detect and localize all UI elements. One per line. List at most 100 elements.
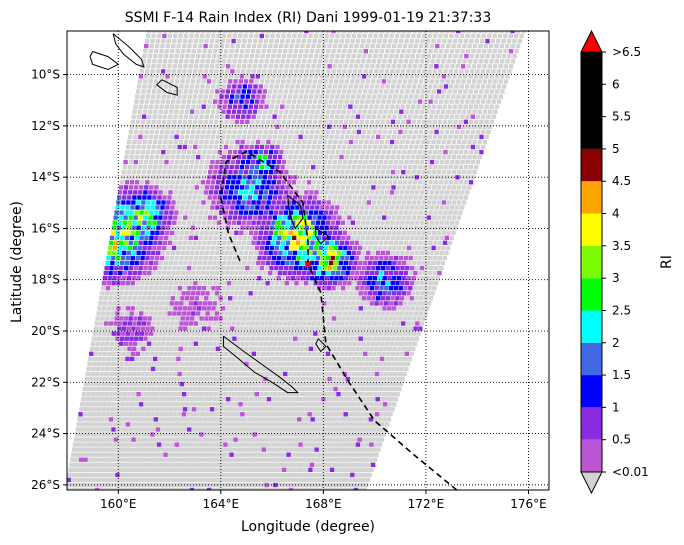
rain-pixel (265, 205, 270, 210)
rain-pixel (200, 311, 205, 316)
rain-pixel (349, 336, 354, 341)
rain-pixel (167, 311, 172, 316)
rain-pixel (358, 124, 363, 129)
rain-pixel (345, 134, 350, 140)
rain-pixel (383, 54, 389, 59)
rain-pixel (363, 104, 369, 109)
rain-pixel (297, 195, 303, 200)
rain-pixel (430, 291, 435, 296)
rain-pixel (142, 361, 148, 367)
rain-pixel (197, 49, 202, 54)
rain-pixel (460, 49, 465, 54)
rain-pixel (446, 124, 451, 129)
rain-pixel (137, 165, 143, 170)
rain-pixel (134, 260, 139, 266)
rain-pixel (217, 175, 222, 180)
rain-pixel (167, 170, 172, 175)
rain-pixel (145, 346, 151, 351)
rain-pixel (437, 104, 442, 109)
rain-pixel (129, 311, 134, 316)
rain-pixel (434, 114, 439, 119)
rain-pixel (227, 195, 232, 200)
rain-pixel (153, 356, 158, 362)
rain-pixel (251, 94, 256, 99)
rain-pixel (307, 59, 312, 64)
rain-pixel (385, 265, 391, 271)
rain-pixel (360, 331, 365, 336)
rain-pixel (141, 301, 146, 306)
rain-pixel (302, 99, 307, 104)
rain-pixel (261, 240, 266, 245)
rain-pixel (119, 316, 124, 321)
rain-pixel (240, 341, 245, 346)
rain-pixel (347, 89, 352, 94)
rain-pixel (202, 170, 208, 175)
rain-pixel (388, 159, 394, 165)
rain-pixel (298, 134, 303, 140)
rain-pixel (92, 381, 98, 387)
rain-pixel (246, 200, 251, 205)
rain-pixel (269, 245, 275, 251)
rain-pixel (512, 54, 517, 59)
rain-pixel (169, 255, 174, 261)
rain-pixel (403, 144, 409, 150)
rain-pixel (373, 225, 379, 230)
rain-pixel (413, 240, 418, 245)
rain-pixel (339, 59, 344, 64)
rain-pixel (121, 250, 127, 256)
rain-pixel (322, 346, 328, 351)
rain-pixel (403, 195, 408, 200)
rain-pixel (287, 215, 292, 220)
rain-pixel (204, 185, 210, 190)
rain-pixel (366, 281, 371, 286)
rain-pixel (379, 286, 384, 291)
rain-pixel (423, 210, 428, 215)
rain-pixel (427, 33, 432, 39)
rain-pixel (120, 381, 125, 387)
rain-pixel (315, 276, 320, 281)
rain-pixel (441, 245, 446, 251)
rain-pixel (451, 94, 456, 99)
rain-pixel (263, 129, 268, 135)
rain-pixel (367, 230, 372, 235)
rain-pixel (307, 139, 312, 145)
rain-pixel (293, 265, 298, 271)
rain-pixel (293, 94, 298, 99)
rain-pixel (213, 74, 218, 79)
rain-pixel (189, 230, 195, 235)
rain-pixel (344, 240, 350, 245)
rain-pixel (335, 54, 340, 59)
rain-pixel (340, 54, 346, 59)
rain-pixel (329, 154, 334, 160)
rain-pixel (113, 240, 119, 245)
rain-pixel (192, 43, 197, 49)
rain-pixel (367, 336, 373, 341)
rain-pixel (308, 154, 313, 160)
rain-pixel (204, 250, 210, 256)
rain-pixel (408, 180, 413, 185)
rain-pixel (313, 134, 319, 140)
rain-pixel (230, 205, 235, 210)
rain-pixel (244, 250, 249, 256)
rain-pixel (149, 154, 155, 160)
rain-pixel (201, 31, 206, 34)
rain-pixel (400, 235, 405, 240)
rain-pixel (501, 69, 507, 74)
rain-pixel (260, 336, 265, 341)
rain-pixel (326, 89, 331, 94)
rain-pixel (188, 381, 194, 387)
rain-pixel (224, 69, 230, 74)
rain-pixel (200, 59, 205, 64)
rain-pixel (239, 250, 244, 256)
rain-pixel (379, 356, 385, 362)
rain-pixel (416, 276, 421, 281)
rain-pixel (217, 301, 222, 306)
rain-pixel (261, 49, 266, 54)
rain-pixel (312, 119, 318, 124)
rain-pixel (457, 59, 462, 64)
rain-pixel (261, 74, 266, 79)
rain-pixel (276, 346, 281, 351)
rain-pixel (441, 74, 447, 79)
rain-pixel (444, 49, 449, 54)
rain-pixel (211, 129, 217, 135)
